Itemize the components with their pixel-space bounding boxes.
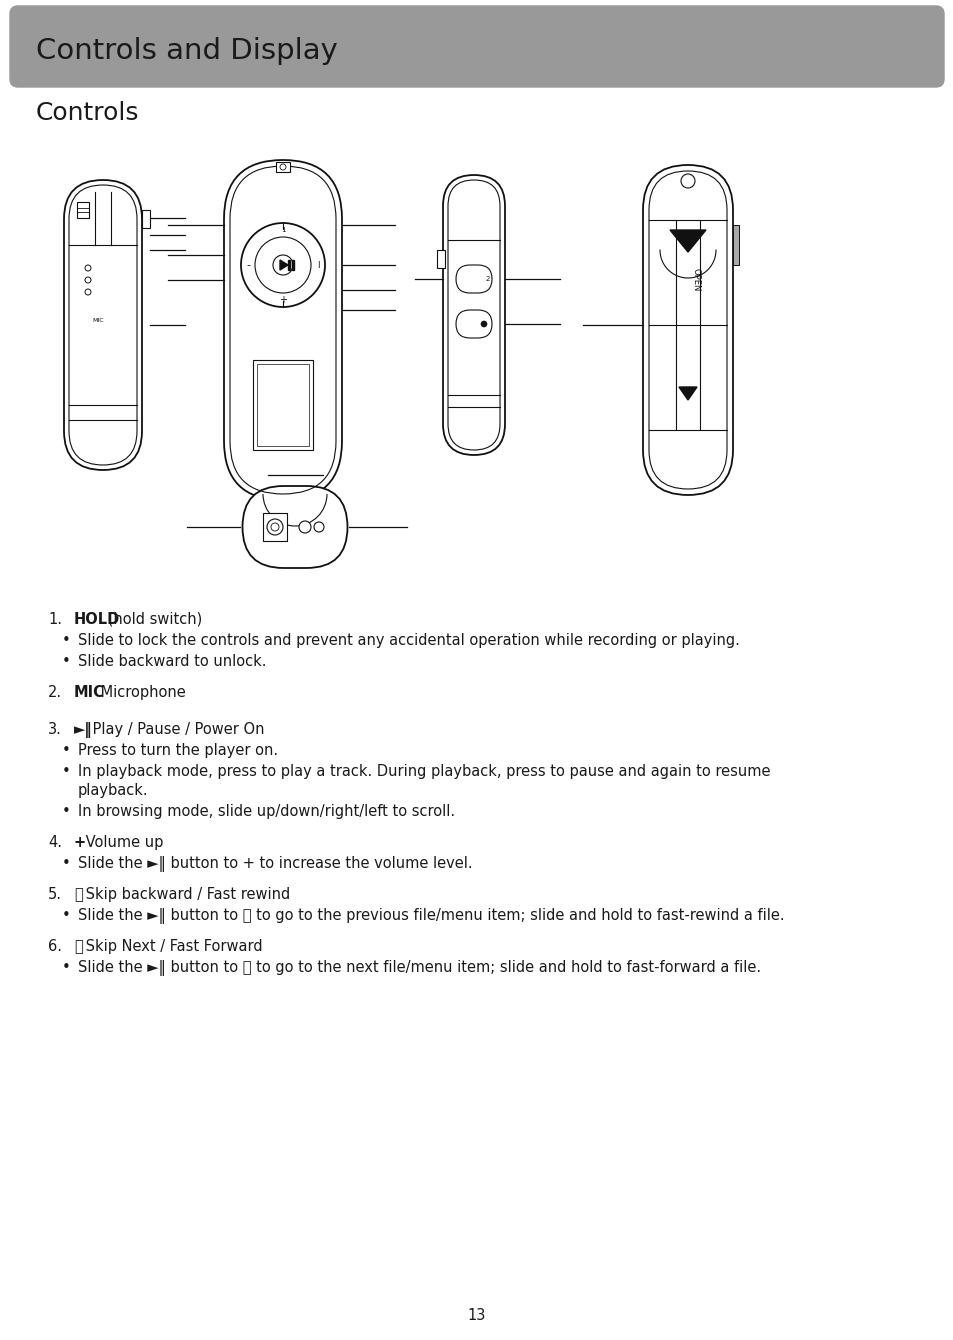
Text: +: +: [278, 295, 287, 306]
Text: 5.: 5.: [48, 887, 62, 902]
FancyBboxPatch shape: [64, 180, 142, 470]
Text: 2: 2: [485, 276, 490, 281]
Text: 6.: 6.: [48, 939, 62, 954]
Text: Microphone: Microphone: [95, 685, 185, 699]
Circle shape: [241, 222, 325, 307]
Text: 2.: 2.: [48, 685, 62, 699]
Text: HOLD: HOLD: [74, 612, 120, 627]
Circle shape: [267, 519, 283, 535]
Circle shape: [271, 523, 278, 531]
Circle shape: [85, 289, 91, 295]
Text: Slide backward to unlock.: Slide backward to unlock.: [78, 654, 266, 669]
Text: •: •: [62, 654, 71, 669]
Text: Slide the ►‖ button to ⏮ to go to the previous file/menu item; slide and hold to: Slide the ►‖ button to ⏮ to go to the pr…: [78, 909, 783, 925]
Circle shape: [85, 277, 91, 283]
Text: Controls and Display: Controls and Display: [36, 38, 337, 66]
Text: Play / Pause / Power On: Play / Pause / Power On: [89, 722, 265, 737]
FancyBboxPatch shape: [442, 176, 504, 456]
Text: ⏭: ⏭: [74, 939, 83, 954]
Text: 1: 1: [280, 226, 285, 233]
FancyBboxPatch shape: [642, 165, 732, 494]
Text: MIC: MIC: [92, 318, 104, 323]
Bar: [275, 162, 290, 172]
Circle shape: [254, 237, 311, 293]
FancyBboxPatch shape: [456, 310, 492, 338]
Polygon shape: [280, 260, 288, 269]
Text: Slide to lock the controls and prevent any accidental operation while recording : Slide to lock the controls and prevent a…: [78, 632, 740, 649]
Bar: [77, 202, 89, 218]
Circle shape: [314, 523, 324, 532]
Text: OPEN: OPEN: [691, 268, 700, 292]
Circle shape: [298, 521, 311, 533]
Bar: [292, 260, 294, 269]
Text: Press to turn the player on.: Press to turn the player on.: [78, 742, 278, 758]
Text: Slide the ►‖ button to ⏭ to go to the next file/menu item; slide and hold to fas: Slide the ►‖ button to ⏭ to go to the ne…: [78, 959, 760, 976]
FancyBboxPatch shape: [456, 265, 492, 293]
Polygon shape: [669, 230, 705, 252]
FancyBboxPatch shape: [10, 5, 943, 87]
Circle shape: [85, 265, 91, 271]
Bar: [263, 513, 287, 541]
Text: In playback mode, press to play a track. During playback, press to pause and aga: In playback mode, press to play a track.…: [78, 764, 770, 779]
Text: playback.: playback.: [78, 783, 149, 799]
Circle shape: [273, 255, 293, 275]
Bar: [256, 364, 309, 446]
Text: Volume up: Volume up: [81, 835, 163, 850]
Text: Controls: Controls: [36, 100, 139, 125]
Bar: [732, 225, 739, 265]
Text: 13: 13: [467, 1308, 486, 1323]
Bar: [253, 360, 313, 450]
Circle shape: [680, 174, 695, 188]
Bar: [288, 260, 291, 269]
Bar: [436, 251, 444, 268]
Text: (hold switch): (hold switch): [103, 612, 202, 627]
Text: Skip Next / Fast Forward: Skip Next / Fast Forward: [81, 939, 262, 954]
Text: Skip backward / Fast rewind: Skip backward / Fast rewind: [81, 887, 290, 902]
Text: •: •: [62, 856, 71, 871]
Text: •: •: [62, 804, 71, 819]
Bar: [142, 210, 150, 228]
Text: +: +: [74, 835, 86, 850]
Text: 1.: 1.: [48, 612, 62, 627]
Text: I: I: [316, 260, 319, 269]
Text: •: •: [62, 909, 71, 923]
FancyBboxPatch shape: [242, 486, 347, 568]
Text: MIC: MIC: [74, 685, 105, 699]
Circle shape: [280, 163, 286, 170]
Polygon shape: [679, 387, 697, 401]
Circle shape: [480, 322, 486, 327]
FancyBboxPatch shape: [224, 159, 341, 500]
Text: 4.: 4.: [48, 835, 62, 850]
Text: In browsing mode, slide up/down/right/left to scroll.: In browsing mode, slide up/down/right/le…: [78, 804, 455, 819]
Text: 3.: 3.: [48, 722, 62, 737]
Text: Slide the ►‖ button to + to increase the volume level.: Slide the ►‖ button to + to increase the…: [78, 856, 472, 872]
Text: ►‖: ►‖: [74, 722, 92, 738]
Text: -: -: [246, 260, 250, 269]
Text: •: •: [62, 632, 71, 649]
Text: •: •: [62, 959, 71, 976]
Text: •: •: [62, 764, 71, 779]
Text: •: •: [62, 742, 71, 758]
Text: ⏮: ⏮: [74, 887, 83, 902]
